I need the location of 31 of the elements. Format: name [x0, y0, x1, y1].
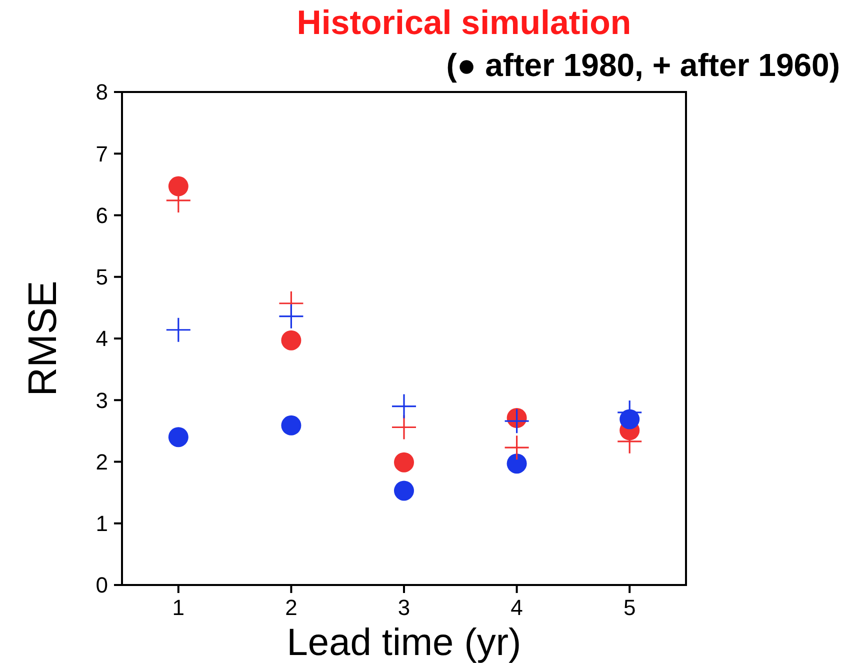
- point: [392, 394, 416, 418]
- y-tick-label: 0: [96, 572, 108, 598]
- y-tick-label: 7: [96, 141, 108, 166]
- y-tick-label: 8: [96, 80, 108, 105]
- point: [166, 318, 190, 342]
- x-tick-label: 4: [510, 595, 523, 620]
- y-tick-label: 6: [96, 202, 108, 228]
- x-tick-label: 1: [172, 595, 185, 620]
- chart-title: Historical simulation: [296, 4, 632, 42]
- point: [281, 415, 302, 436]
- x-axis-title: Lead time (yr): [286, 622, 522, 663]
- point: [168, 427, 188, 448]
- point: [394, 452, 414, 472]
- x-tick-label: 5: [623, 595, 636, 620]
- y-tick-label: 4: [96, 326, 108, 352]
- y-tick-label: 1: [96, 511, 108, 536]
- point: [394, 480, 414, 501]
- x-tick-label: 3: [398, 595, 410, 620]
- y-tick-label: 5: [96, 264, 108, 290]
- point: [281, 330, 302, 350]
- point: [618, 429, 642, 454]
- point: [506, 454, 527, 474]
- chart-subtitle: (● after 1980, + after 1960): [446, 47, 840, 83]
- point: [168, 176, 188, 196]
- y-axis-title: RMSE: [21, 280, 65, 396]
- point: [504, 436, 529, 460]
- point: [504, 409, 529, 434]
- point: [279, 304, 304, 328]
- y-tick-label: 3: [96, 388, 108, 413]
- y-tick-label: 2: [96, 449, 108, 474]
- x-tick-label: 2: [285, 595, 298, 620]
